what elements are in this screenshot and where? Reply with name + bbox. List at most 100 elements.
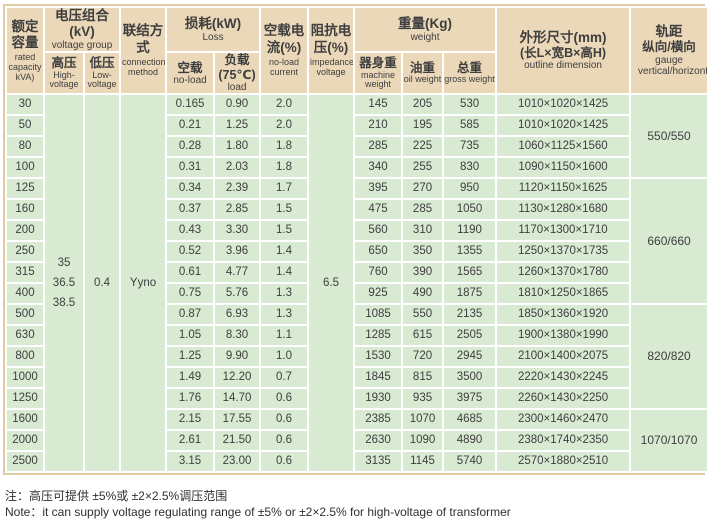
capacity-cell: 250 [7,242,43,262]
load-loss-cell: 21.50 [215,431,260,451]
gross-weight-cell: 3500 [444,368,496,388]
capacity-cell: 50 [7,116,43,136]
header-zh-label: 外形尺寸(mm) [519,29,607,45]
header-zh-label: 损耗(kW) [184,16,242,32]
header-zh-label: 重量(Kg) [398,16,453,32]
no-load-loss-cell: 0.31 [167,158,214,178]
load-loss-cell: 0.90 [215,95,260,115]
header-zh-label: 阻抗电压(%) [310,23,352,55]
oil-weight-cell: 195 [403,116,443,136]
oil-weight-cell: 615 [403,326,443,346]
outline-dimension-cell: 1120×1150×1625 [497,179,630,199]
load-loss-cell: 5.76 [215,284,260,304]
oil-weight-cell: 1090 [403,431,443,451]
col-header-impedance-voltage: 阻抗电压(%) impedance voltage [309,8,354,94]
table-row: 50 0.21 1.25 2.0 210 195 585 1010×1020×1425 [7,116,707,136]
header-zh-label: 额定容量 [11,18,39,50]
header-en-label: voltage group [51,40,113,52]
machine-weight-cell: 925 [355,284,402,304]
outline-dimension-cell: 1900×1380×1990 [497,326,630,346]
no-load-current-cell: 0.7 [261,368,308,388]
header-row-sub: 高压 High-voltage 低压 Low-voltage 空载 no-loa… [7,53,707,94]
table-row: 250 0.52 3.96 1.4 650 350 1355 1250×1370×1735 [7,242,707,262]
outline-dimension-cell: 1130×1280×1680 [497,200,630,220]
oil-weight-cell: 1070 [403,410,443,430]
header-zh-label: 油重 [410,61,436,76]
header-zh-label: 空载 [177,60,203,75]
capacity-cell: 500 [7,305,43,325]
machine-weight-cell: 650 [355,242,402,262]
gross-weight-cell: 585 [444,116,496,136]
table-row: 200 0.43 3.30 1.5 560 310 1190 1170×1300×1710 [7,221,707,241]
header-en-label: Low-voltage [87,69,117,90]
gauge-merged-cell: 550/550 [631,95,708,178]
gross-weight-cell: 3975 [444,389,496,409]
col-header-gauge: 轨距 纵向/横向 gauge vertical/horizontal [631,8,708,94]
machine-weight-cell: 2630 [355,431,402,451]
header-en-label: rated capacity kVA) [8,51,42,82]
header-zh-label: 联结方式 [122,23,164,55]
no-load-loss-cell: 0.21 [167,116,214,136]
header-en-label: machine weight [361,69,396,90]
no-load-loss-cell: 0.87 [167,305,214,325]
note-zh: 注：高压可提供 ±5%或 ±2×2.5%调压范围 [5,489,228,503]
table-row: 125 0.34 2.39 1.7 395 270 950 1120×1150×1625 660… [7,179,708,304]
header-en-label: load [227,82,247,94]
machine-weight-cell: 1845 [355,368,402,388]
no-load-loss-cell: 1.76 [167,389,214,409]
capacity-cell: 160 [7,200,43,220]
outline-dimension-cell: 1260×1370×1780 [497,263,630,283]
capacity-cell: 200 [7,221,43,241]
table-row: 630 1.05 8.30 1.1 1285 615 2505 1900×1380×1990 [7,326,707,346]
table-row: 1600 2.15 17.55 0.6 2385 1070 4685 2300×1460×24… [7,410,708,472]
machine-weight-cell: 395 [355,179,402,199]
oil-weight-cell: 350 [403,242,443,262]
machine-weight-cell: 760 [355,263,402,283]
capacity-cell: 1000 [7,368,43,388]
load-loss-cell: 2.39 [215,179,260,199]
machine-weight-cell: 145 [355,95,402,115]
load-loss-cell: 6.93 [215,305,260,325]
machine-weight-cell: 210 [355,116,402,136]
no-load-current-cell: 1.3 [261,284,308,304]
outline-dimension-cell: 1170×1300×1710 [497,221,630,241]
no-load-current-cell: 1.8 [261,137,308,157]
footnotes: 注：高压可提供 ±5%或 ±2×2.5%调压范围 Note：it can sup… [5,488,705,520]
capacity-cell: 100 [7,158,43,178]
no-load-loss-cell: 1.05 [167,326,214,346]
gross-weight-cell: 950 [444,179,496,199]
table-row: 2000 2.61 21.50 0.6 2630 1090 4890 2380×1740×23… [7,431,707,451]
gross-weight-cell: 2135 [444,305,496,325]
no-load-current-cell: 1.4 [261,263,308,283]
capacity-cell: 2000 [7,431,43,451]
oil-weight-cell: 270 [403,179,443,199]
no-load-current-cell: 0.6 [261,431,308,451]
header-en-label: connection method [122,56,166,77]
col-header-rated-capacity: 额定容量 rated capacity kVA) [7,8,43,94]
load-loss-cell: 3.30 [215,221,260,241]
load-loss-cell: 17.55 [215,410,260,430]
outline-dimension-cell: 1060×1125×1560 [497,137,630,157]
table-header: 额定容量 rated capacity kVA) 电压组合(kV) voltag… [7,8,708,94]
no-load-loss-cell: 1.25 [167,347,214,367]
no-load-current-cell: 1.7 [261,179,308,199]
outline-dimension-cell: 1010×1020×1425 [497,116,630,136]
capacity-cell: 1250 [7,389,43,409]
header-zh-label2: (长L×宽B×高H) [519,45,607,60]
oil-weight-cell: 1145 [403,452,443,472]
subheader-no-load-loss: 空载 no-load [167,53,214,94]
load-loss-cell: 3.96 [215,242,260,262]
connection-method-merged-cell: Yyno [121,95,166,472]
outline-dimension-cell: 2380×1740×2350 [497,431,630,451]
col-header-connection-method: 联结方式 connection method [121,8,166,94]
header-en-label: outline dimension [524,60,602,72]
load-loss-cell: 8.30 [215,326,260,346]
load-loss-cell: 2.03 [215,158,260,178]
oil-weight-cell: 225 [403,137,443,157]
table-row: 500 0.87 6.93 1.3 1085 550 2135 1850×1360×1920 8… [7,305,708,409]
machine-weight-cell: 1085 [355,305,402,325]
subheader-gross-weight: 总重 gross weight [444,53,496,94]
no-load-current-cell: 1.0 [261,347,308,367]
no-load-loss-cell: 1.49 [167,368,214,388]
no-load-loss-cell: 0.28 [167,137,214,157]
